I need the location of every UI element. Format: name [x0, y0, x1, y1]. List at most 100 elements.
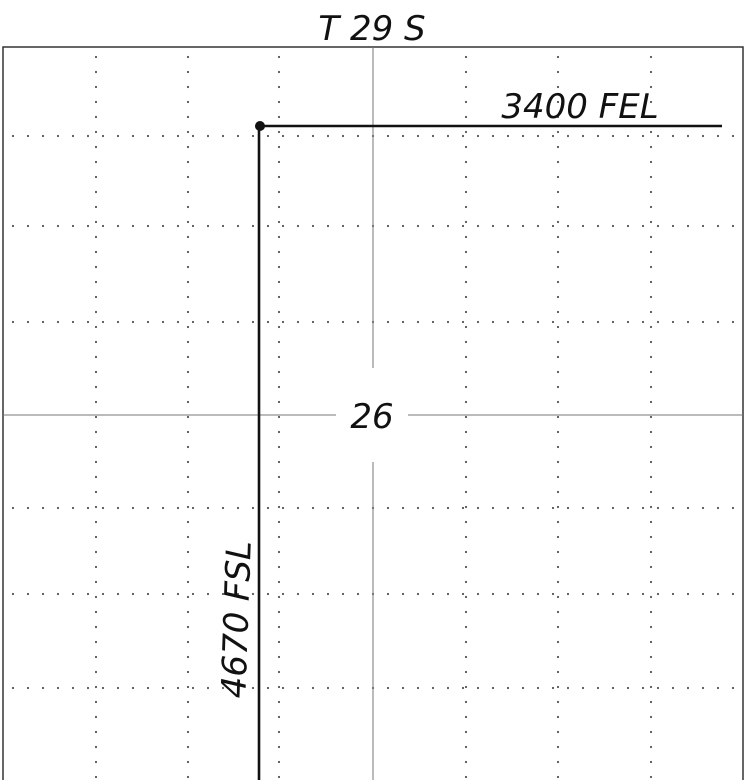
- grid-dot: [464, 175, 468, 179]
- grid-dot: [296, 320, 300, 324]
- grid-dot: [464, 115, 468, 119]
- grid-dot: [326, 506, 330, 510]
- grid-dot: [186, 445, 190, 449]
- township-label: T 29 S: [318, 9, 425, 49]
- grid-dot: [464, 445, 468, 449]
- grid-dot: [464, 130, 468, 134]
- grid-dot: [491, 320, 495, 324]
- grid-dot: [464, 610, 468, 614]
- grid-dot: [656, 134, 660, 138]
- grid-dot: [186, 310, 190, 314]
- grid-dot: [611, 224, 615, 228]
- grid-dot: [464, 385, 468, 389]
- grid-dot: [716, 592, 720, 596]
- grid-dot: [186, 265, 190, 269]
- grid-dot: [41, 224, 45, 228]
- grid-dot: [386, 592, 390, 596]
- grid-dot: [446, 506, 450, 510]
- grid-dot: [94, 130, 98, 134]
- grid-dot: [416, 506, 420, 510]
- grid-dot: [649, 760, 653, 764]
- grid-dot: [431, 320, 435, 324]
- grid-dot: [146, 320, 150, 324]
- grid-dot: [464, 490, 468, 494]
- grid-dot: [94, 730, 98, 734]
- grid-dot: [94, 190, 98, 194]
- grid-dot: [536, 224, 540, 228]
- grid-dot: [596, 686, 600, 690]
- grid-dot: [146, 686, 150, 690]
- grid-dot: [611, 320, 615, 324]
- grid-dot: [386, 506, 390, 510]
- grid-dot: [686, 506, 690, 510]
- grid-dot: [649, 130, 653, 134]
- grid-dot: [649, 220, 653, 224]
- grid-dot: [649, 115, 653, 119]
- grid-dot: [701, 320, 705, 324]
- grid-dot: [649, 430, 653, 434]
- grid-dot: [656, 320, 660, 324]
- grid-dot: [221, 506, 225, 510]
- grid-dot: [581, 224, 585, 228]
- grid-dot: [464, 505, 468, 509]
- grid-dot: [94, 460, 98, 464]
- grid-dot: [649, 100, 653, 104]
- grid-dot: [649, 775, 653, 779]
- grid-dot: [277, 610, 281, 614]
- grid-dot: [464, 340, 468, 344]
- grid-dot: [649, 640, 653, 644]
- grid-dot: [296, 506, 300, 510]
- grid-dot: [556, 760, 560, 764]
- grid-dot: [431, 506, 435, 510]
- grid-dot: [401, 134, 405, 138]
- grid-dot: [491, 134, 495, 138]
- grid-dot: [521, 592, 525, 596]
- grid-dot: [581, 592, 585, 596]
- grid-dot: [641, 506, 645, 510]
- grid-dot: [556, 625, 560, 629]
- grid-dot: [94, 640, 98, 644]
- grid-dot: [94, 775, 98, 779]
- grid-dot: [476, 224, 480, 228]
- grid-dot: [94, 115, 98, 119]
- grid-dot: [464, 85, 468, 89]
- grid-dot: [416, 134, 420, 138]
- grid-dot: [446, 592, 450, 596]
- grid-dot: [186, 565, 190, 569]
- grid-dot: [536, 134, 540, 138]
- grid-dot: [94, 715, 98, 719]
- grid-dot: [206, 320, 210, 324]
- grid-dot: [464, 310, 468, 314]
- grid-dot: [161, 134, 165, 138]
- grid-dot: [326, 224, 330, 228]
- grid-dot: [626, 224, 630, 228]
- grid-dot: [341, 134, 345, 138]
- grid-dot: [556, 355, 560, 359]
- grid-dot: [649, 565, 653, 569]
- grid-dot: [94, 205, 98, 209]
- grid-dot: [296, 686, 300, 690]
- grid-dot: [186, 610, 190, 614]
- grid-dot: [94, 700, 98, 704]
- grid-dot: [641, 592, 645, 596]
- grid-dot: [94, 295, 98, 299]
- grid-dot: [461, 224, 465, 228]
- grid-dot: [56, 320, 60, 324]
- grid-dot: [671, 134, 675, 138]
- grid-dot: [94, 595, 98, 599]
- grid-dot: [311, 686, 315, 690]
- grid-dot: [94, 370, 98, 374]
- grid-dot: [186, 220, 190, 224]
- grid-dot: [566, 592, 570, 596]
- grid-dot: [556, 55, 560, 59]
- grid-dot: [686, 134, 690, 138]
- grid-dot: [94, 175, 98, 179]
- grid-dot: [464, 415, 468, 419]
- grid-dot: [566, 686, 570, 690]
- grid-dot: [556, 430, 560, 434]
- grid-dot: [86, 592, 90, 596]
- grid-dot: [146, 506, 150, 510]
- grid-dot: [251, 686, 255, 690]
- grid-dot: [476, 686, 480, 690]
- grid-dot: [356, 134, 360, 138]
